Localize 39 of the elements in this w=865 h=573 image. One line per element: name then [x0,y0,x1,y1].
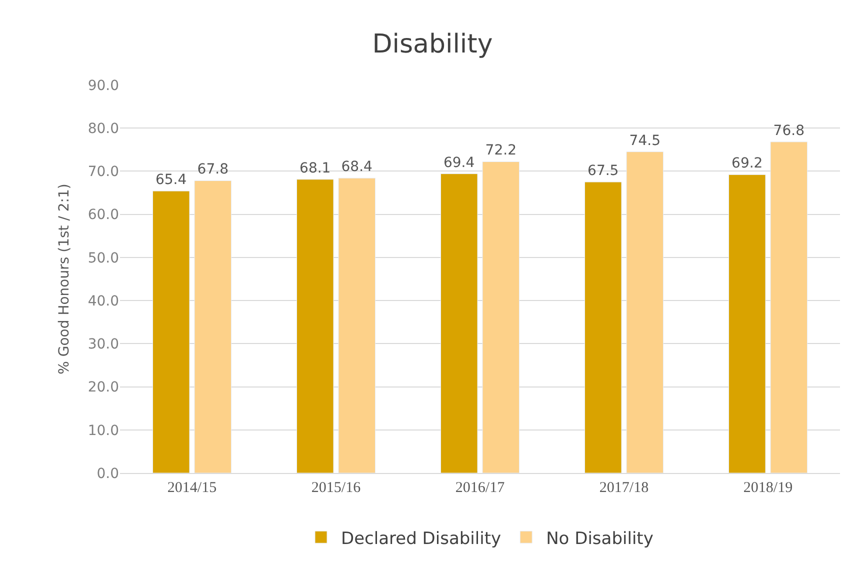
legend-label: No Disability [546,528,654,549]
bar [152,190,190,473]
y-tick-label: 50.0 [88,250,119,266]
y-axis-title: % Good Honours (1st / 2:1) [56,184,72,374]
y-tick-label: 90.0 [88,78,119,94]
y-tick-label: 20.0 [88,380,119,396]
bar [296,179,334,473]
y-tick-label: 30.0 [88,336,119,353]
x-tick-label: 2018/19 [743,480,793,496]
bar [194,180,232,473]
x-tick-label: 2014/15 [167,480,217,496]
data-label: 68.1 [300,160,331,176]
y-tick-label: 80.0 [88,121,119,138]
data-label: 67.8 [197,162,228,178]
x-tick-label: 2015/16 [311,480,362,496]
y-tick-label: 40.0 [88,293,119,310]
bar [584,182,622,473]
data-label: 72.2 [485,142,516,159]
data-label: 69.2 [732,156,763,172]
x-tick-label: 2016/17 [455,480,506,496]
bar [482,161,520,473]
y-tick-label: 60.0 [88,207,119,224]
bar [770,142,808,473]
y-tick-label: 0.0 [96,466,119,482]
chart-title: Disability [372,30,493,60]
data-label: 65.4 [155,172,187,188]
data-label: 68.4 [341,159,373,176]
data-label: 67.5 [588,163,619,179]
y-tick-label: 70.0 [88,164,119,180]
data-label: 76.8 [773,122,804,139]
bar [626,152,664,473]
data-label: 69.4 [443,154,475,171]
legend-label: Declared Disability [341,528,502,549]
bar [338,178,376,473]
x-tick-label: 2017/18 [599,480,649,496]
bar [728,174,766,473]
bar [440,174,478,473]
data-label: 74.5 [629,132,660,149]
y-tick-label: 10.0 [88,422,119,439]
